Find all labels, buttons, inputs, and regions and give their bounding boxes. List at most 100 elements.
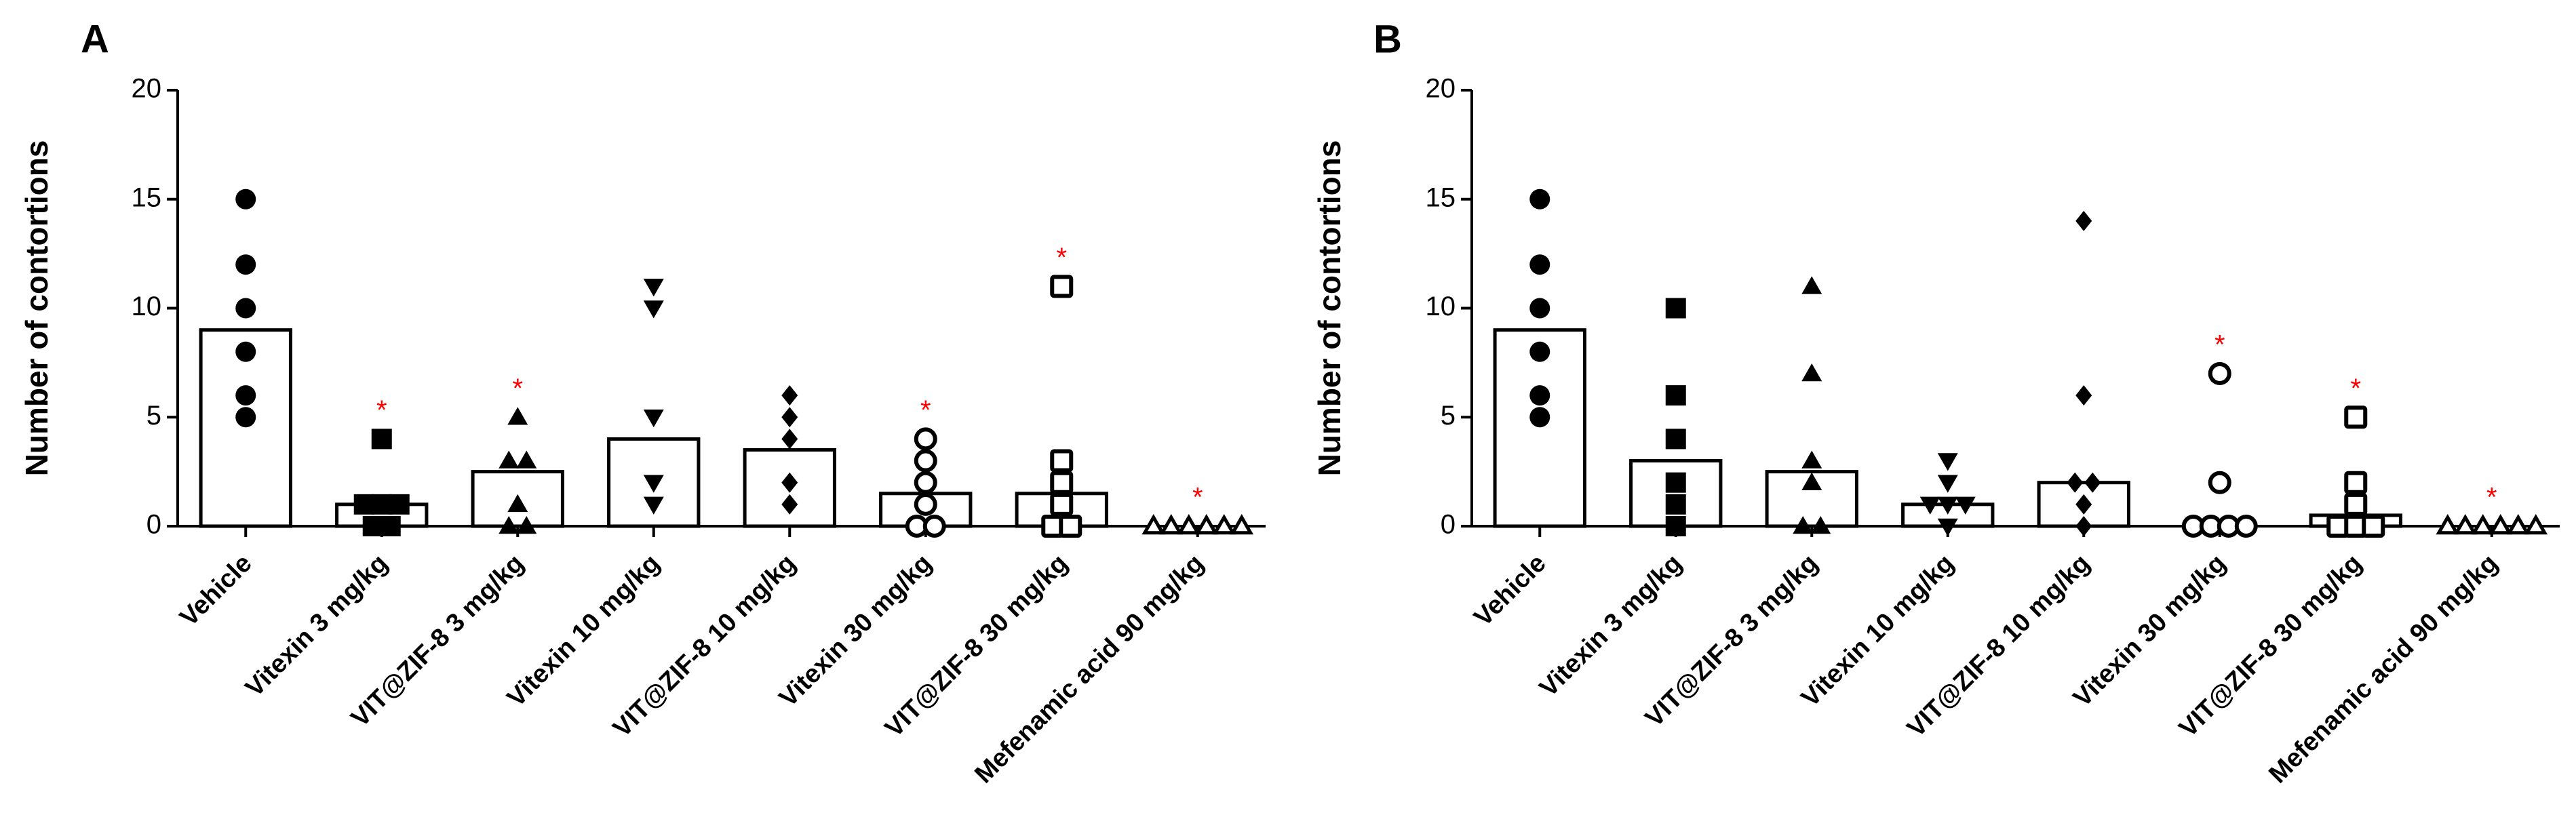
point-0-0-5 [235,188,256,210]
point-1-2-3 [1801,450,1822,469]
point-1-5-3 [2234,515,2258,538]
point-0-1-1 [380,516,401,536]
point-1-1-4 [1665,385,1686,406]
y-tick-label-5: 5 [1441,401,1456,431]
point-0-5-2 [914,492,937,516]
point-1-4-5 [2075,210,2092,231]
point-1-4-0 [2075,516,2092,536]
point-1-0-4 [1529,254,1550,275]
point-1-3-0 [1937,518,1958,536]
point-0-3-2 [643,410,664,428]
point-0-4-2 [781,429,798,450]
significance-star-7: * [2486,483,2497,513]
point-1-3-4 [1937,475,1958,493]
point-0-3-0 [643,496,664,515]
point-1-4-4 [2075,385,2092,406]
point-1-3-5 [1937,453,1958,471]
y-tick-label-20: 20 [1426,74,1456,104]
significance-star-5: * [2214,330,2225,360]
point-0-0-2 [235,341,256,362]
point-1-0-0 [1529,407,1550,428]
point-0-4-0 [781,494,798,515]
significance-star-6: * [2350,374,2361,403]
point-0-5-5 [914,427,937,451]
point-0-2-1 [516,516,537,534]
point-1-6-5 [2344,405,2368,429]
point-0-1-4 [389,494,410,515]
point-1-5-5 [2208,361,2231,385]
significance-star-6: * [1056,243,1067,273]
point-1-1-0 [1665,516,1686,536]
significance-star-1: * [376,395,387,425]
point-0-2-0 [499,516,520,534]
category-label-1: Vitexin 3 mg/kg [1534,549,1687,702]
point-0-7-1 [1159,513,1184,535]
y-tick-label-10: 10 [132,292,162,321]
point-0-2-2 [507,494,528,513]
point-1-4-3 [2084,472,2101,493]
bar-0 [1493,328,1586,528]
point-0-7-2 [1177,513,1201,535]
point-1-6-4 [2344,471,2368,494]
point-0-2-3 [499,450,520,469]
point-0-5-1 [922,515,946,538]
point-0-4-4 [781,385,798,406]
point-1-0-3 [1529,298,1550,319]
point-0-5-4 [914,449,937,473]
point-1-6-2 [2362,515,2385,538]
category-label-5: Vitexin 30 mg/kg [2068,549,2231,713]
point-0-1-2 [353,494,374,515]
point-0-7-5 [1230,513,1254,535]
point-1-2-1 [1810,516,1831,534]
point-1-4-2 [2067,472,2084,493]
point-1-7-5 [2524,513,2548,535]
point-0-6-5 [1050,275,1074,298]
point-1-3-2 [1937,496,1958,515]
y-tick-label-15: 15 [132,182,162,212]
point-1-6-3 [2344,492,2368,516]
point-0-2-4 [516,450,537,469]
category-label-1: Vitexin 3 mg/kg [240,549,393,702]
significance-star-2: * [512,374,523,403]
point-1-0-1 [1529,385,1550,406]
point-1-4-1 [2075,494,2092,515]
y-tick-label-0: 0 [147,510,161,540]
point-1-5-4 [2208,471,2231,494]
point-1-1-1 [1665,494,1686,515]
y-tick-label-5: 5 [147,401,161,431]
point-0-3-1 [643,475,664,493]
point-1-2-5 [1801,276,1822,294]
y-tick-label-20: 20 [132,74,162,104]
y-axis-label: Number of contortions [1312,140,1347,477]
point-1-3-1 [1919,496,1940,515]
point-0-5-3 [914,471,937,494]
point-1-2-2 [1801,472,1822,490]
panel-label: A [81,17,109,61]
point-1-2-4 [1801,363,1822,382]
point-1-1-5 [1665,298,1686,319]
category-label-7: Mefenamic acid 90 mg/kg [2263,549,2503,789]
category-label-0: Vehicle [1468,549,1551,632]
y-tick-label-15: 15 [1426,182,1456,212]
bar-0 [199,328,292,528]
y-tick-label-10: 10 [1426,292,1456,321]
point-1-7-4 [2506,513,2531,535]
point-1-2-0 [1793,516,1814,534]
point-1-1-2 [1665,472,1686,493]
point-0-6-4 [1050,449,1074,473]
point-0-7-0 [1141,513,1166,535]
point-0-0-1 [235,385,256,406]
point-1-7-2 [2471,513,2495,535]
point-0-4-1 [781,472,798,493]
point-1-7-1 [2453,513,2478,535]
category-label-0: Vehicle [174,549,257,632]
point-1-0-2 [1529,341,1550,362]
point-0-3-3 [643,300,664,319]
point-1-0-5 [1529,188,1550,210]
point-0-6-3 [1050,471,1074,494]
point-0-1-0 [362,516,383,536]
point-0-6-2 [1050,492,1074,516]
